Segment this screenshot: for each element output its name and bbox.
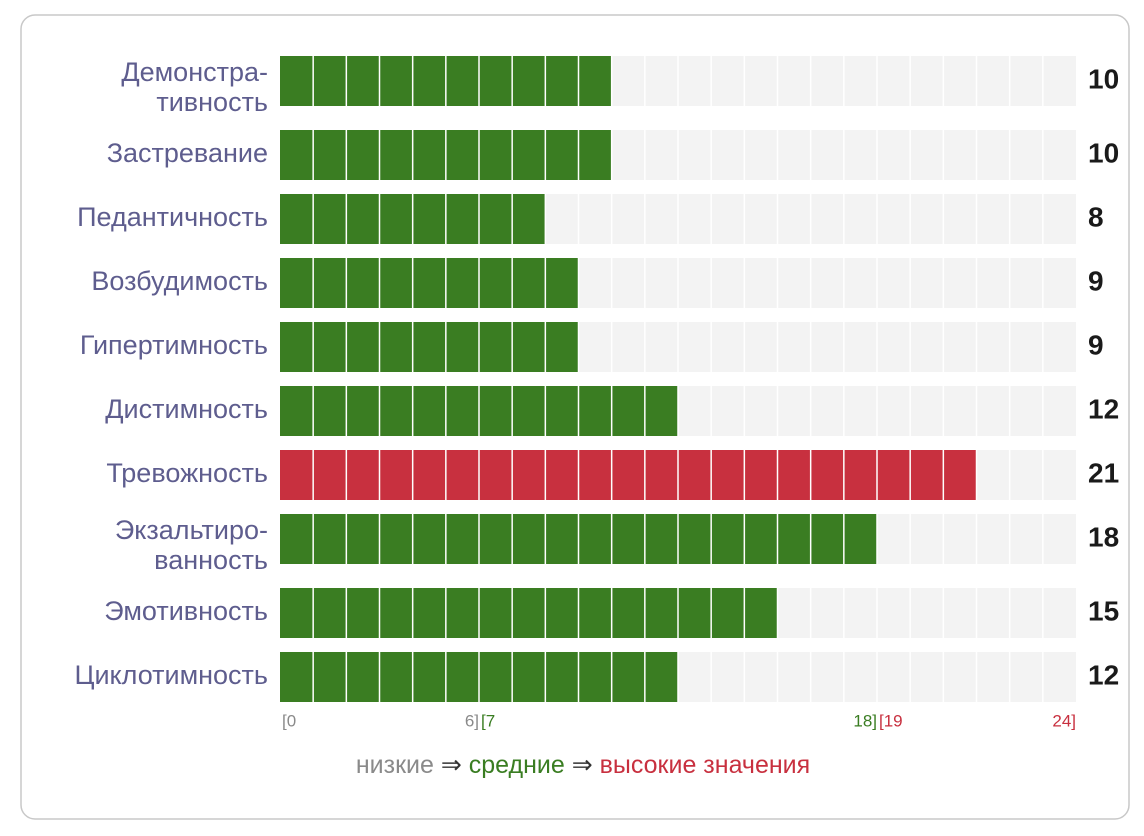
bar [280,258,579,308]
legend-separator: ⇒ [434,751,469,779]
value-label: 10 [1088,137,1119,168]
range-start-label: [19 [879,711,903,730]
value-label: 12 [1088,393,1119,424]
value-label: 12 [1088,659,1119,690]
value-label: 18 [1088,521,1119,552]
value-label: 9 [1088,329,1104,360]
category-label: Застревание [107,138,268,168]
category-label: Циклотимность [74,660,268,690]
category-label: Тревожность [106,458,268,488]
legend-entry: средние [469,751,565,779]
value-label: 21 [1088,457,1119,488]
value-label: 9 [1088,265,1104,296]
range-end-label: 18] [853,711,877,730]
value-label: 15 [1088,595,1119,626]
bar [280,588,778,638]
category-label: Гипертимность [80,330,268,360]
category-label: тивность [156,87,268,117]
bar [280,322,579,372]
category-label: Педантичность [77,202,268,232]
value-label: 8 [1088,201,1104,232]
legend-separator: ⇒ [565,751,600,779]
category-label: ванность [154,545,268,575]
legend-entry: низкие [356,751,434,779]
legend-entry: высокие значения [600,751,811,779]
legend: низкие ⇒ средние ⇒ высокие значения [356,751,810,779]
range-end-label: 24] [1052,711,1076,730]
bar [280,450,977,500]
category-label: Эмотивность [104,596,268,626]
category-label: Дистимность [105,394,268,424]
value-label: 10 [1088,63,1119,94]
category-label: Демонстра- [121,57,268,87]
range-start-label: [7 [481,711,495,730]
category-label: Возбудимость [91,266,268,296]
range-end-label: 6] [465,711,479,730]
range-start-label: [0 [282,711,296,730]
category-label: Экзальтиро- [115,515,268,545]
